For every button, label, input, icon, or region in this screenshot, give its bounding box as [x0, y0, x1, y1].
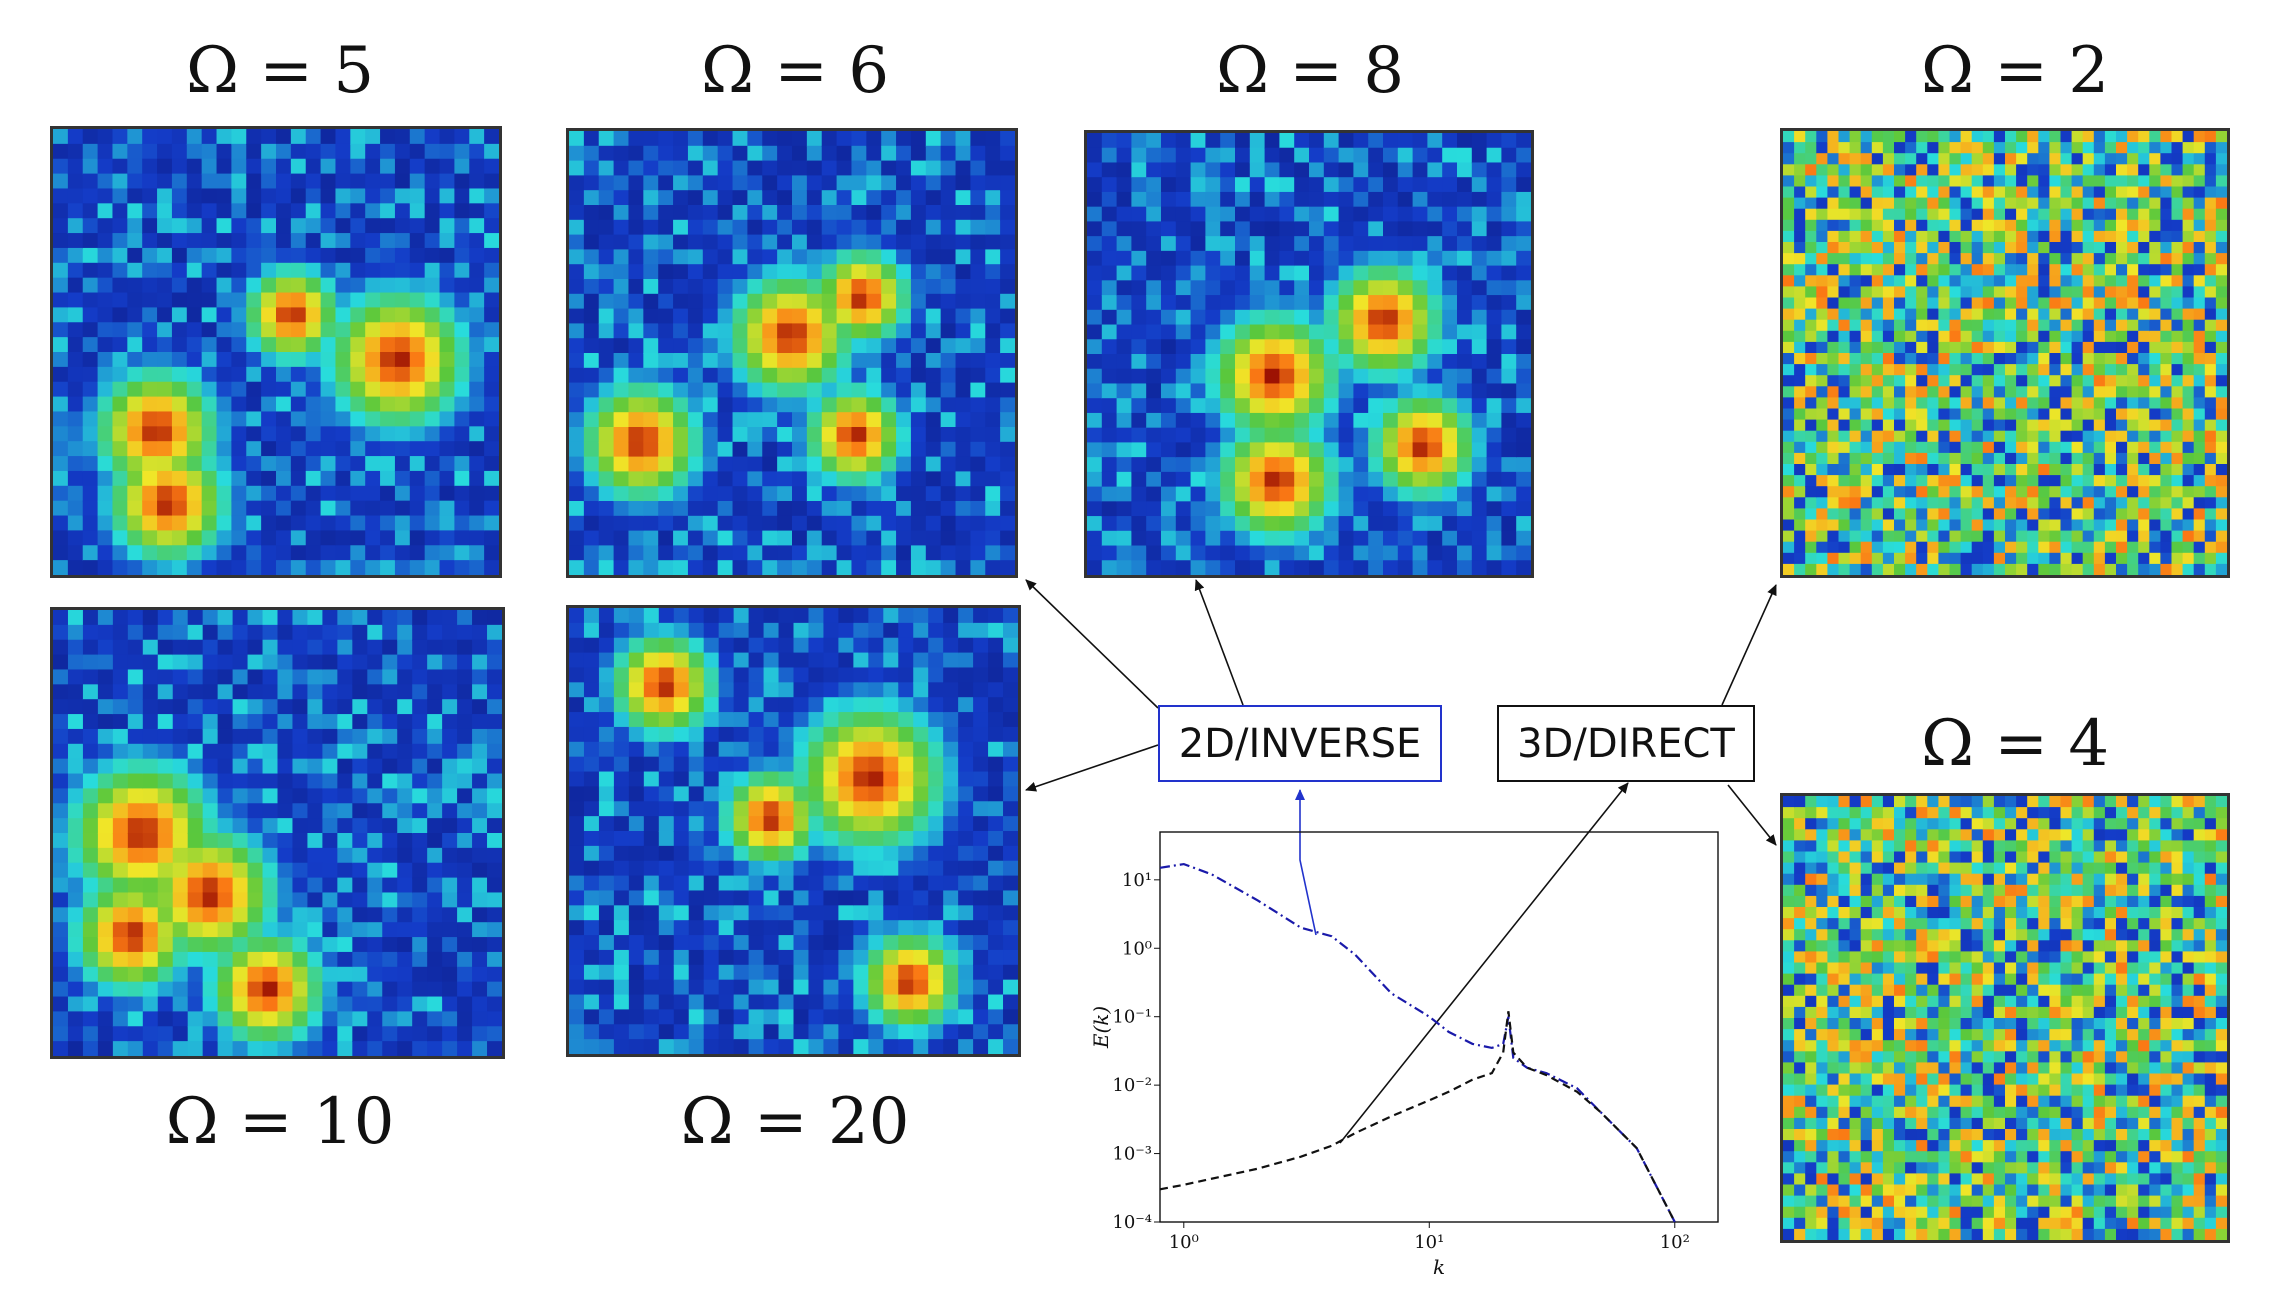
- inverse-cascade-box: 2D/INVERSE: [1158, 705, 1442, 782]
- y-tick-label: 10⁻¹: [1112, 1007, 1152, 1028]
- arrow-direct-to-omega-2: [1721, 584, 1777, 706]
- x-tick-label: 10⁰: [1169, 1232, 1199, 1253]
- y-tick-label: 10⁻⁴: [1112, 1212, 1152, 1233]
- field-panel-omega-8: [1084, 130, 1534, 578]
- panel-label-omega-10: Ω = 10: [165, 1085, 395, 1159]
- series-line-inverse: [1159, 862, 1676, 1223]
- y-tick-label: 10⁻²: [1112, 1075, 1152, 1096]
- panel-label-omega-2: Ω = 2: [1920, 34, 2110, 108]
- panel-label-omega-5: Ω = 5: [185, 34, 375, 108]
- field-panel-omega-5: [50, 126, 502, 578]
- plot-frame: [1159, 831, 1719, 1223]
- field-panel-omega-20: [566, 605, 1021, 1057]
- y-tick-label: 10⁻³: [1112, 1144, 1152, 1165]
- panel-label-omega-4: Ω = 4: [1920, 707, 2110, 781]
- panel-label-omega-20: Ω = 20: [680, 1085, 910, 1159]
- field-panel-omega-2: [1780, 128, 2230, 578]
- field-panel-omega-4: [1780, 793, 2230, 1243]
- y-tick-label: 10⁰: [1122, 938, 1152, 959]
- field-panel-omega-6: [566, 128, 1018, 578]
- series-line-direct: [1159, 1011, 1676, 1223]
- energy-spectrum-chart: 10⁰ 10¹ 10² 10¹ 10⁰ 10⁻¹ 10⁻² 10⁻³ 10⁻⁴ k E(k): [1090, 831, 1719, 1279]
- arrow-inverse-to-omega-6: [1025, 579, 1159, 709]
- field-panel-omega-10: [50, 607, 505, 1059]
- y-tick-label: 10¹: [1122, 870, 1152, 891]
- panel-label-omega-6: Ω = 6: [700, 34, 890, 108]
- x-axis-label: k: [1433, 1255, 1445, 1279]
- arrow-spectrum-to-inverse: [1295, 789, 1317, 936]
- arrow-inverse-to-omega-20: [1025, 744, 1159, 792]
- x-tick-label: 10¹: [1414, 1232, 1444, 1253]
- arrow-direct-to-omega-4: [1727, 784, 1777, 846]
- arrow-spectrum-to-direct: [1339, 782, 1629, 1144]
- direct-cascade-box: 3D/DIRECT: [1497, 705, 1755, 782]
- panel-label-omega-8: Ω = 8: [1215, 34, 1405, 108]
- x-tick-label: 10²: [1660, 1232, 1690, 1253]
- y-axis-label: E(k): [1090, 1006, 1113, 1049]
- arrow-inverse-to-omega-8: [1194, 579, 1244, 706]
